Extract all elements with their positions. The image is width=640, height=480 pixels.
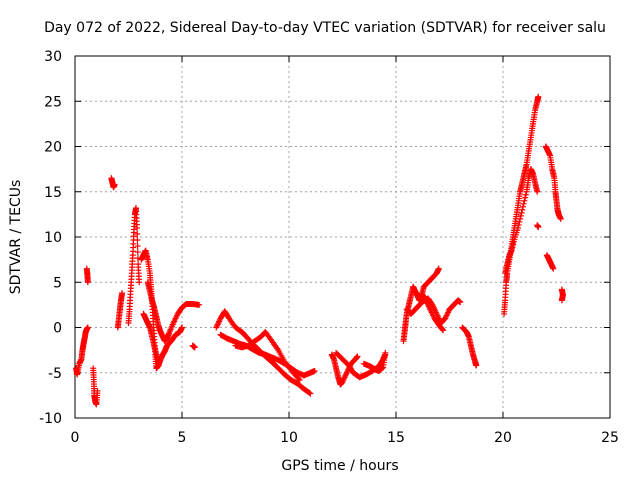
x-tick-label: 20 [494, 430, 512, 446]
y-tick-label: 15 [44, 185, 62, 201]
data-point [520, 200, 527, 207]
data-point [521, 197, 528, 204]
data-point [84, 324, 91, 331]
data-point [134, 249, 141, 256]
x-tick-label: 5 [178, 430, 187, 446]
series-segment-26 [558, 286, 566, 304]
x-tick-label: 10 [280, 430, 298, 446]
series-segment-6 [125, 205, 143, 326]
data-point [134, 237, 141, 244]
data-point [457, 299, 464, 306]
data-point [307, 390, 314, 397]
series-segment-15 [333, 349, 389, 381]
y-tick-label: 30 [44, 49, 62, 65]
data-point [435, 265, 442, 272]
data-point [311, 367, 318, 374]
data-point [196, 301, 203, 308]
data-point [379, 364, 386, 371]
data-point [517, 212, 524, 219]
data-point [306, 389, 313, 396]
data-point [517, 215, 524, 222]
series-segment-9 [140, 310, 162, 367]
series-segment-2 [83, 265, 91, 286]
y-tick-label: -5 [48, 366, 62, 382]
series-segment-4 [108, 175, 118, 191]
x-tick-label: 0 [71, 430, 80, 446]
data-point [519, 206, 526, 213]
data-point [295, 375, 302, 382]
series-segment-24 [542, 143, 564, 222]
series-segment-13 [232, 329, 303, 383]
data-point [191, 344, 198, 351]
data-point [111, 181, 118, 188]
chart-title: Day 072 of 2022, Sidereal Day-to-day VTE… [44, 20, 606, 36]
data-point [439, 326, 446, 333]
data-point [519, 203, 526, 210]
series-segment-1 [73, 324, 91, 378]
y-axis: -10 -5 0 5 10 15 20 25 30 [39, 49, 610, 427]
data-point [119, 290, 126, 297]
data-point [382, 349, 389, 356]
data-point [296, 376, 303, 383]
series-segment-17 [400, 265, 442, 345]
data-point [514, 224, 521, 231]
data-point [155, 360, 162, 367]
x-tick-label: 15 [387, 430, 405, 446]
data-point [535, 93, 542, 100]
y-tick-label: 10 [44, 230, 62, 246]
data-point [522, 191, 529, 198]
series-segment-19 [418, 290, 447, 334]
data-points [73, 93, 566, 408]
series-segment-16 [360, 349, 389, 374]
data-point [134, 230, 141, 237]
data-point [136, 279, 143, 286]
data-point [179, 324, 185, 331]
data-point [134, 243, 141, 250]
y-axis-label: SDTVAR / TECUs [8, 180, 24, 295]
data-point [84, 279, 91, 286]
data-point [515, 221, 522, 228]
x-tick-label: 25 [601, 430, 619, 446]
y-tick-label: 25 [44, 94, 62, 110]
data-point [535, 224, 542, 231]
data-point [518, 209, 525, 216]
data-point [558, 297, 565, 304]
series-segment-3 [90, 365, 101, 408]
data-point [557, 215, 564, 222]
series-segment-25 [543, 252, 557, 272]
x-axis-label: GPS time / hours [281, 458, 398, 474]
y-tick-label: 5 [53, 275, 62, 291]
series-segment-22 [502, 166, 541, 277]
series-segment-12 [217, 331, 318, 379]
y-tick-label: 0 [53, 321, 62, 337]
series-segment-8 [144, 279, 203, 345]
data-point [94, 387, 101, 394]
series-segment-10 [189, 342, 198, 351]
series-segment-14 [328, 351, 361, 388]
series-segment-20 [459, 324, 480, 369]
data-point [522, 194, 529, 201]
data-point [534, 188, 541, 195]
y-tick-label: 20 [44, 140, 62, 156]
data-point [440, 327, 447, 334]
data-point [516, 218, 523, 225]
data-point [550, 265, 557, 272]
data-point [473, 362, 480, 369]
data-point [134, 224, 141, 231]
series-segment-21 [501, 93, 542, 317]
y-tick-label: -10 [39, 411, 62, 427]
data-point [354, 353, 361, 360]
series-segment-5 [114, 290, 126, 331]
x-axis: 0 5 10 15 20 25 [71, 56, 619, 446]
series-segment-23 [534, 222, 542, 231]
